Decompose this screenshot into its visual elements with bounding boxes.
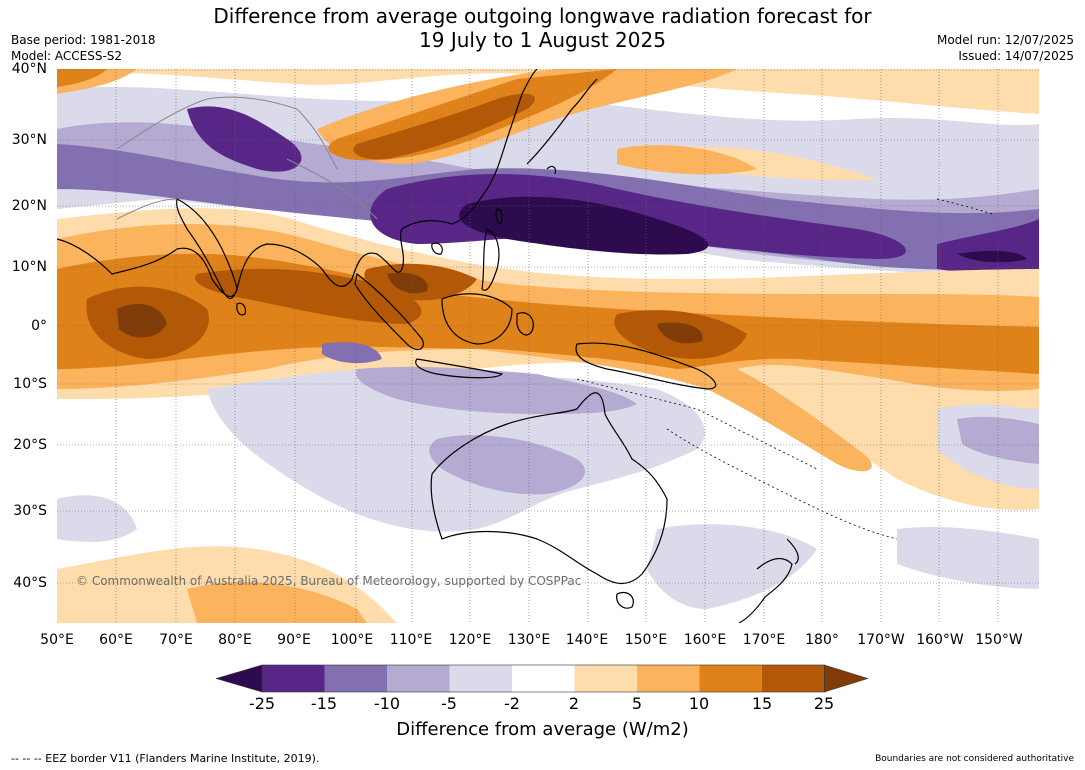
lon-label-80e: 80°E (218, 632, 252, 648)
lat-label-40s: 40°S (13, 575, 47, 591)
colorbar-extend-high (824, 664, 869, 693)
colorbar-title: Difference from average (W/m2) (396, 719, 689, 740)
anomaly-fill-below-neg-25 (459, 196, 1027, 263)
lon-label-110e: 110°E (389, 632, 433, 648)
java-coastline (415, 358, 504, 379)
colorbar-swatch-5 (512, 665, 575, 692)
borneo-coastline (441, 293, 513, 345)
eez-border-note: -- -- -- EEZ border V11 (Flanders Marine… (11, 752, 320, 765)
lon-label-50e: 50°E (40, 632, 74, 648)
lat-label-40n: 40°N (11, 61, 47, 77)
lon-label-70e: 70°E (159, 632, 193, 648)
lat-label-20n: 20°N (11, 198, 47, 214)
meta-left: Base period: 1981-2018 Model: ACCESS-S2 (11, 32, 156, 64)
lat-label-30s: 30°S (13, 503, 47, 519)
taiwan-coastline (495, 208, 503, 225)
colorbar (216, 664, 869, 693)
india-coastline (176, 198, 238, 299)
australia-coastline (430, 392, 668, 584)
anomaly-fill-neg-5-to-10-south (356, 366, 1039, 495)
title-line-1: Difference from average outgoing longwav… (213, 4, 872, 28)
anomaly-fill-neg-10-to-15-south (322, 342, 382, 364)
lon-label-130e: 130°E (507, 632, 551, 648)
lon-label-140e: 140°E (565, 632, 609, 648)
lat-label-10n: 10°N (11, 259, 47, 275)
anomaly-fill-pos-15-to-25-equator (86, 263, 747, 359)
lon-label-180: 180° (805, 632, 839, 648)
colorbar-extend-low (216, 664, 263, 693)
colorbar-swatch-2 (324, 665, 387, 692)
tasmania-coastline (616, 591, 634, 609)
colorbar-swatch-7 (637, 665, 700, 692)
colorbar-tick-neg15: -15 (310, 694, 338, 713)
base-period: Base period: 1981-2018 (11, 33, 156, 47)
model-run: Model run: 12/07/2025 (936, 33, 1074, 47)
sri-lanka-coastline (236, 302, 247, 316)
anomaly-fill-pos-15-to-25-north (353, 93, 536, 160)
colorbar-tick-neg10: -10 (373, 694, 401, 713)
colorbar-tick-neg2: -2 (504, 694, 520, 713)
coastlines (57, 69, 799, 623)
asia-mainland-coastline (57, 69, 538, 297)
anomaly-fill-pos-10-to-15-north (57, 69, 617, 161)
eez-borders (576, 198, 993, 540)
colorbar-tick-5: 5 (631, 694, 643, 713)
chart-title: Difference from average outgoing longwav… (0, 4, 1085, 52)
boundaries-disclaimer: Boundaries are not considered authoritat… (875, 754, 1074, 764)
model-name: Model: ACCESS-S2 (11, 49, 123, 63)
colorbar-swatch-4 (449, 665, 512, 692)
hainan-coastline (431, 242, 443, 255)
lat-label-equator: 0° (31, 318, 47, 334)
anomaly-fill-pos-2-to-5-north (57, 69, 1039, 181)
colorbar-tick-10: 10 (688, 694, 710, 713)
colorbar-tick-15: 15 (751, 694, 773, 713)
lon-label-150w: 150°W (975, 632, 1023, 648)
sumatra-coastline (354, 272, 424, 351)
olr-anomaly-map (57, 69, 1039, 623)
colorbar-tick-2: 2 (568, 694, 580, 713)
lon-label-160w: 160°W (916, 632, 964, 648)
lat-label-10s: 10°S (13, 376, 47, 392)
lon-label-160e: 160°E (683, 632, 727, 648)
copyright-notice: © Commonwealth of Australia 2025, Bureau… (76, 574, 582, 588)
lon-label-120e: 120°E (448, 632, 492, 648)
colorbar-swatch-8 (699, 665, 762, 692)
lon-label-170w: 170°W (857, 632, 905, 648)
title-line-2: 19 July to 1 August 2025 (419, 28, 666, 52)
colorbar-swatch-6 (574, 665, 637, 692)
meta-right: Model run: 12/07/2025 Issued: 14/07/2025 (937, 32, 1074, 64)
issued-date: Issued: 14/07/2025 (958, 49, 1074, 63)
new-zealand-coastline (738, 538, 799, 623)
lon-label-60e: 60°E (99, 632, 133, 648)
lon-label-170e: 170°E (742, 632, 786, 648)
colorbar-swatch-3 (387, 665, 450, 692)
lon-label-100e: 100°E (330, 632, 374, 648)
gridlines (57, 69, 1039, 623)
colorbar-tick-neg5: -5 (441, 694, 457, 713)
sulawesi-coastline (516, 312, 534, 336)
anomaly-fill-above-25 (117, 272, 703, 344)
lat-label-30n: 30°N (11, 132, 47, 148)
japan-coastline (526, 78, 598, 175)
colorbar-swatch-9 (762, 665, 825, 692)
country-borders (116, 96, 378, 220)
lon-label-150e: 150°E (624, 632, 668, 648)
colorbar-tick-neg25: -25 (248, 694, 276, 713)
philippines-coastline (481, 228, 500, 291)
colorbar-tick-25: 25 (813, 694, 835, 713)
colorbar-swatch-1 (262, 665, 325, 692)
new-guinea-coastline (575, 342, 717, 390)
lat-label-20s: 20°S (13, 437, 47, 453)
lon-label-90e: 90°E (277, 632, 311, 648)
